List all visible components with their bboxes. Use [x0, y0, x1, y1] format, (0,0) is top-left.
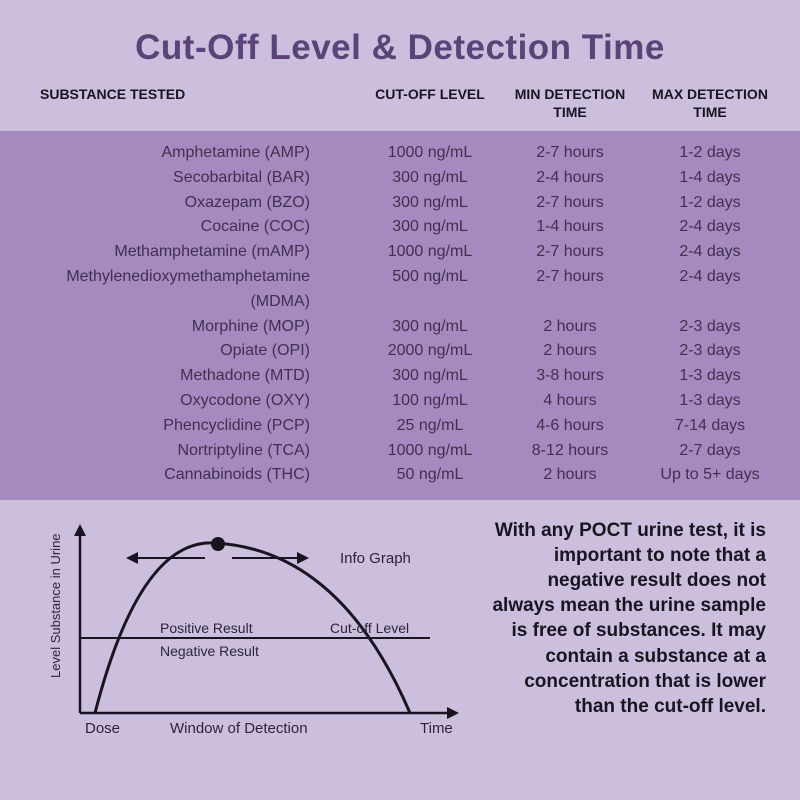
table-row: Oxycodone (OXY)100 ng/mL4 hours1-3 days — [0, 389, 800, 414]
cell-min: 2-4 hours — [500, 166, 640, 191]
cell-substance: Methamphetamine (mAMP) — [20, 240, 360, 265]
graph-label-negative: Negative Result — [160, 643, 259, 659]
cell-substance: Amphetamine (AMP) — [20, 141, 360, 166]
cell-max: 2-4 days — [640, 265, 780, 315]
detection-table: SUBSTANCE TESTED CUT-OFF LEVEL MIN DETEC… — [0, 84, 800, 500]
cell-cutoff: 300 ng/mL — [360, 191, 500, 216]
table-row: Methylenedioxymethamphetamine (MDMA)500 … — [0, 265, 800, 315]
cell-substance: Oxycodone (OXY) — [20, 389, 360, 414]
cell-cutoff: 500 ng/mL — [360, 265, 500, 315]
table-row: Morphine (MOP)300 ng/mL2 hours2-3 days — [0, 315, 800, 340]
cell-min: 4 hours — [500, 389, 640, 414]
table-row: Methamphetamine (mAMP)1000 ng/mL2-7 hour… — [0, 240, 800, 265]
col-header-cutoff: CUT-OFF LEVEL — [360, 86, 500, 121]
table-row: Cocaine (COC)300 ng/mL1-4 hours2-4 days — [0, 215, 800, 240]
cell-max: 2-4 days — [640, 240, 780, 265]
cell-max: 2-3 days — [640, 339, 780, 364]
table-row: Nortriptyline (TCA)1000 ng/mL8-12 hours2… — [0, 439, 800, 464]
cell-substance: Oxazepam (BZO) — [20, 191, 360, 216]
cell-max: 7-14 days — [640, 414, 780, 439]
cell-min: 3-8 hours — [500, 364, 640, 389]
graph-y-axis-label: Level Substance in Urine — [48, 534, 63, 679]
cell-cutoff: 100 ng/mL — [360, 389, 500, 414]
cell-min: 2-7 hours — [500, 240, 640, 265]
cell-substance: Methylenedioxymethamphetamine (MDMA) — [20, 265, 360, 315]
cell-substance: Methadone (MTD) — [20, 364, 360, 389]
cell-min: 8-12 hours — [500, 439, 640, 464]
cell-min: 2-7 hours — [500, 141, 640, 166]
cell-cutoff: 300 ng/mL — [360, 215, 500, 240]
cell-substance: Secobarbital (BAR) — [20, 166, 360, 191]
table-row: Amphetamine (AMP)1000 ng/mL2-7 hours1-2 … — [0, 141, 800, 166]
cell-cutoff: 1000 ng/mL — [360, 439, 500, 464]
cell-max: 1-3 days — [640, 364, 780, 389]
page-title: Cut-Off Level & Detection Time — [0, 0, 800, 84]
table-body: Amphetamine (AMP)1000 ng/mL2-7 hours1-2 … — [0, 131, 800, 500]
graph-x-window: Window of Detection — [170, 720, 308, 737]
table-row: Methadone (MTD)300 ng/mL3-8 hours1-3 day… — [0, 364, 800, 389]
col-header-min: MIN DETECTION TIME — [500, 86, 640, 121]
bottom-section: Info Graph Positive Result Negative Resu… — [0, 500, 800, 748]
cell-min: 2 hours — [500, 339, 640, 364]
graph-label-positive: Positive Result — [160, 620, 253, 636]
cell-cutoff: 300 ng/mL — [360, 315, 500, 340]
table-row: Secobarbital (BAR)300 ng/mL2-4 hours1-4 … — [0, 166, 800, 191]
cell-max: 1-3 days — [640, 389, 780, 414]
info-graph: Info Graph Positive Result Negative Resu… — [40, 518, 480, 748]
table-row: Phencyclidine (PCP)25 ng/mL4-6 hours7-14… — [0, 414, 800, 439]
cell-substance: Cocaine (COC) — [20, 215, 360, 240]
cell-cutoff: 2000 ng/mL — [360, 339, 500, 364]
cell-max: 2-7 days — [640, 439, 780, 464]
table-row: Oxazepam (BZO)300 ng/mL2-7 hours1-2 days — [0, 191, 800, 216]
cell-cutoff: 25 ng/mL — [360, 414, 500, 439]
table-header-row: SUBSTANCE TESTED CUT-OFF LEVEL MIN DETEC… — [0, 84, 800, 131]
cell-cutoff: 1000 ng/mL — [360, 240, 500, 265]
cell-min: 2-7 hours — [500, 191, 640, 216]
cell-min: 4-6 hours — [500, 414, 640, 439]
graph-x-dose: Dose — [85, 720, 120, 737]
cell-min: 2-7 hours — [500, 265, 640, 315]
cell-max: 2-3 days — [640, 315, 780, 340]
cell-substance: Nortriptyline (TCA) — [20, 439, 360, 464]
cell-max: 1-4 days — [640, 166, 780, 191]
table-row: Cannabinoids (THC)50 ng/mL2 hoursUp to 5… — [0, 463, 800, 488]
cell-max: 1-2 days — [640, 191, 780, 216]
disclaimer-note: With any POCT urine test, it is importan… — [490, 518, 772, 748]
cell-max: 1-2 days — [640, 141, 780, 166]
graph-label-info: Info Graph — [340, 550, 411, 567]
graph-label-cutoff: Cut-off Level — [330, 620, 409, 636]
cell-min: 1-4 hours — [500, 215, 640, 240]
cell-substance: Opiate (OPI) — [20, 339, 360, 364]
cell-cutoff: 1000 ng/mL — [360, 141, 500, 166]
graph-x-time: Time — [420, 720, 453, 737]
cell-min: 2 hours — [500, 463, 640, 488]
cell-substance: Phencyclidine (PCP) — [20, 414, 360, 439]
cell-min: 2 hours — [500, 315, 640, 340]
cell-max: Up to 5+ days — [640, 463, 780, 488]
col-header-substance: SUBSTANCE TESTED — [20, 86, 360, 121]
cell-max: 2-4 days — [640, 215, 780, 240]
cell-substance: Morphine (MOP) — [20, 315, 360, 340]
cell-cutoff: 50 ng/mL — [360, 463, 500, 488]
cell-cutoff: 300 ng/mL — [360, 364, 500, 389]
col-header-max: MAX DETECTION TIME — [640, 86, 780, 121]
cell-substance: Cannabinoids (THC) — [20, 463, 360, 488]
table-row: Opiate (OPI)2000 ng/mL2 hours2-3 days — [0, 339, 800, 364]
cell-cutoff: 300 ng/mL — [360, 166, 500, 191]
